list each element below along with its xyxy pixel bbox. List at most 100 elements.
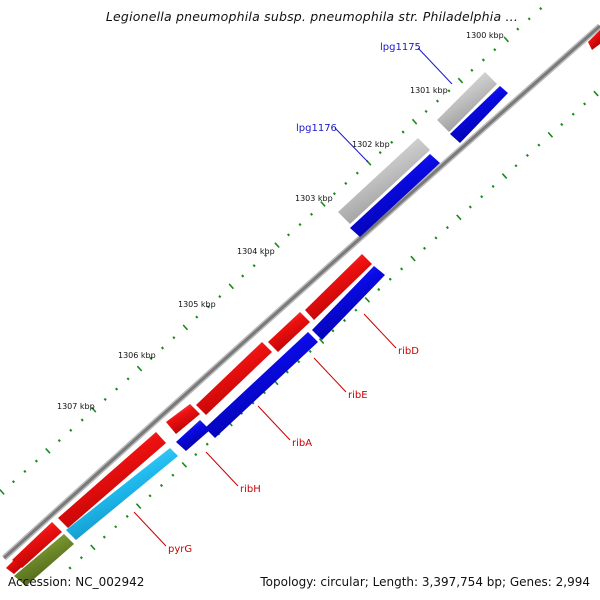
kbp-tick	[457, 77, 464, 84]
gene-feature-grey	[338, 138, 430, 224]
kbp-tick	[470, 68, 474, 72]
kbp-tick	[228, 283, 234, 290]
kbp-tick	[297, 360, 301, 364]
kbp-tick	[491, 184, 495, 188]
gene-feature-red	[588, 30, 600, 50]
kbp-tick	[114, 525, 118, 529]
kbp-tick	[195, 315, 199, 319]
kbp-label-1302: 1302 kbp	[352, 140, 390, 149]
kbp-tick	[68, 566, 72, 570]
kbp-tick	[501, 173, 508, 179]
kbp-label-1306: 1306 kbp	[118, 351, 156, 360]
kbp-tick	[11, 480, 16, 484]
kbp-tick	[481, 58, 485, 62]
kbp-tick	[45, 447, 51, 454]
kbp-tick	[182, 324, 189, 331]
kbp-tick	[445, 226, 449, 230]
kbp-tick	[411, 118, 418, 125]
kbp-tick	[332, 192, 336, 196]
kbp-tick	[400, 267, 404, 271]
kbp-tick	[503, 36, 510, 43]
kbp-label-1300: 1300 kbp	[466, 31, 504, 40]
gene-label-ribA: ribA	[292, 438, 312, 449]
genome-summary-text: Topology: circular; Length: 3,397,754 bp…	[260, 575, 590, 589]
kbp-tick	[401, 130, 405, 134]
kbp-tick	[424, 109, 428, 113]
kbp-tick	[274, 242, 280, 249]
accession-text: Accession: NC_002942	[8, 575, 145, 589]
kbp-tick	[57, 439, 61, 443]
gene-label-lpg1176: lpg1176	[296, 123, 337, 134]
kbp-tick	[593, 90, 599, 97]
kbp-tick	[434, 236, 438, 240]
kbp-tick	[136, 365, 143, 372]
gene-feature-ribD	[312, 266, 385, 340]
kbp-tick	[206, 305, 210, 309]
kbp-tick	[241, 274, 245, 278]
kbp-tick	[525, 153, 529, 157]
map-title: Legionella pneumophila subsp. pneumophil…	[105, 9, 518, 24]
kbp-tick	[390, 140, 394, 144]
kbp-tick	[171, 473, 175, 477]
kbp-tick	[103, 397, 107, 401]
kbp-tick	[344, 181, 348, 185]
kbp-tick	[516, 27, 520, 31]
kbp-tick	[80, 418, 84, 422]
kbp-tick	[160, 346, 165, 350]
kbp-tick	[126, 377, 130, 381]
kbp-tick	[378, 151, 382, 155]
kbp-label-1307: 1307 kbp	[57, 402, 95, 411]
callout-lines	[133, 47, 453, 547]
kbp-tick	[148, 494, 152, 498]
kbp-tick	[320, 201, 326, 207]
gene-feature-lpg1176	[350, 154, 440, 237]
kbp-tick	[194, 453, 198, 457]
gene-label-ribE: ribE	[348, 390, 368, 401]
gene-features	[6, 30, 600, 586]
kbp-tick	[377, 287, 381, 292]
gene-label-lpg1175: lpg1175	[380, 42, 421, 53]
kbp-tick	[560, 122, 564, 127]
kbp-tick	[172, 336, 176, 340]
kbp-tick	[539, 7, 543, 11]
kbp-tick	[115, 387, 119, 391]
gene-feature-pyrG	[66, 448, 178, 540]
kbp-label-1303: 1303 kbp	[295, 194, 333, 203]
kbp-tick	[583, 102, 587, 106]
kbp-tick	[318, 338, 325, 345]
kbp-tick	[354, 308, 358, 312]
gene-feature-red	[166, 404, 200, 434]
kbp-tick	[410, 255, 416, 262]
gene-feature-red	[268, 312, 310, 352]
kbp-tick	[355, 171, 359, 175]
kbp-tick	[125, 514, 129, 518]
kbp-tick-marks	[0, 7, 599, 570]
gene-feature-ribA	[176, 420, 210, 451]
kbp-tick	[90, 406, 97, 413]
kbp-tick	[547, 131, 554, 138]
kbp-tick	[205, 442, 209, 446]
kbp-tick	[331, 329, 335, 333]
gene-feature-ribE	[205, 332, 318, 438]
kbp-tick	[149, 356, 153, 360]
kbp-tick	[90, 544, 96, 551]
kbp-tick	[468, 205, 472, 209]
genome-backbone-core	[2, 24, 600, 560]
kbp-tick	[447, 89, 451, 93]
kbp-tick	[159, 483, 164, 488]
kbp-tick	[456, 214, 462, 221]
kbp-label-1305: 1305 kbp	[178, 300, 216, 309]
kbp-tick	[435, 99, 440, 103]
kbp-tick	[286, 233, 291, 237]
gene-label-ribH: ribH	[240, 484, 261, 495]
kbp-tick	[308, 349, 312, 353]
kbp-tick	[537, 143, 541, 147]
kbp-tick	[422, 246, 427, 250]
kbp-label-1304: 1304 kbp	[237, 247, 275, 256]
kbp-tick	[364, 296, 371, 303]
kbp-tick	[571, 112, 575, 116]
kbp-tick	[493, 48, 497, 52]
kbp-tick	[102, 535, 106, 539]
gene-feature-red	[58, 432, 166, 528]
